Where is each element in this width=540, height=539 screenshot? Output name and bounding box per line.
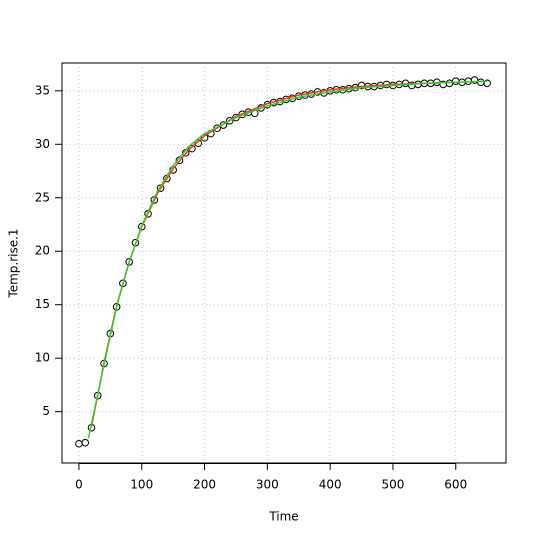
plot-frame	[61, 62, 507, 464]
y-tick-label: 25	[35, 190, 50, 204]
point	[232, 113, 240, 122]
point	[225, 116, 234, 125]
point	[445, 79, 454, 88]
point	[137, 222, 146, 231]
x-tick-label: 0	[75, 478, 83, 492]
point	[81, 438, 90, 447]
y-tick-label: 35	[35, 83, 50, 97]
point	[125, 258, 133, 266]
x-tick-label: 300	[256, 478, 279, 492]
fit-line	[87, 80, 488, 439]
y-tick-label: 10	[35, 351, 50, 365]
y-tick-label: 5	[42, 404, 50, 418]
y-tick-label: 30	[35, 137, 50, 151]
y-tick-label: 15	[35, 297, 50, 311]
point	[477, 78, 485, 87]
fit-line	[90, 81, 456, 427]
point	[188, 144, 196, 153]
x-tick-label: 200	[193, 478, 216, 492]
x-tick-label: 500	[382, 478, 405, 492]
x-tick-label: 600	[444, 478, 467, 492]
x-tick-label: 400	[319, 478, 342, 492]
x-axis-label: Time	[268, 510, 298, 524]
x-tick-label: 100	[130, 478, 153, 492]
y-tick-label: 20	[35, 244, 50, 258]
y-axis-label: Temp.rise.1	[7, 228, 21, 298]
point	[483, 79, 491, 88]
